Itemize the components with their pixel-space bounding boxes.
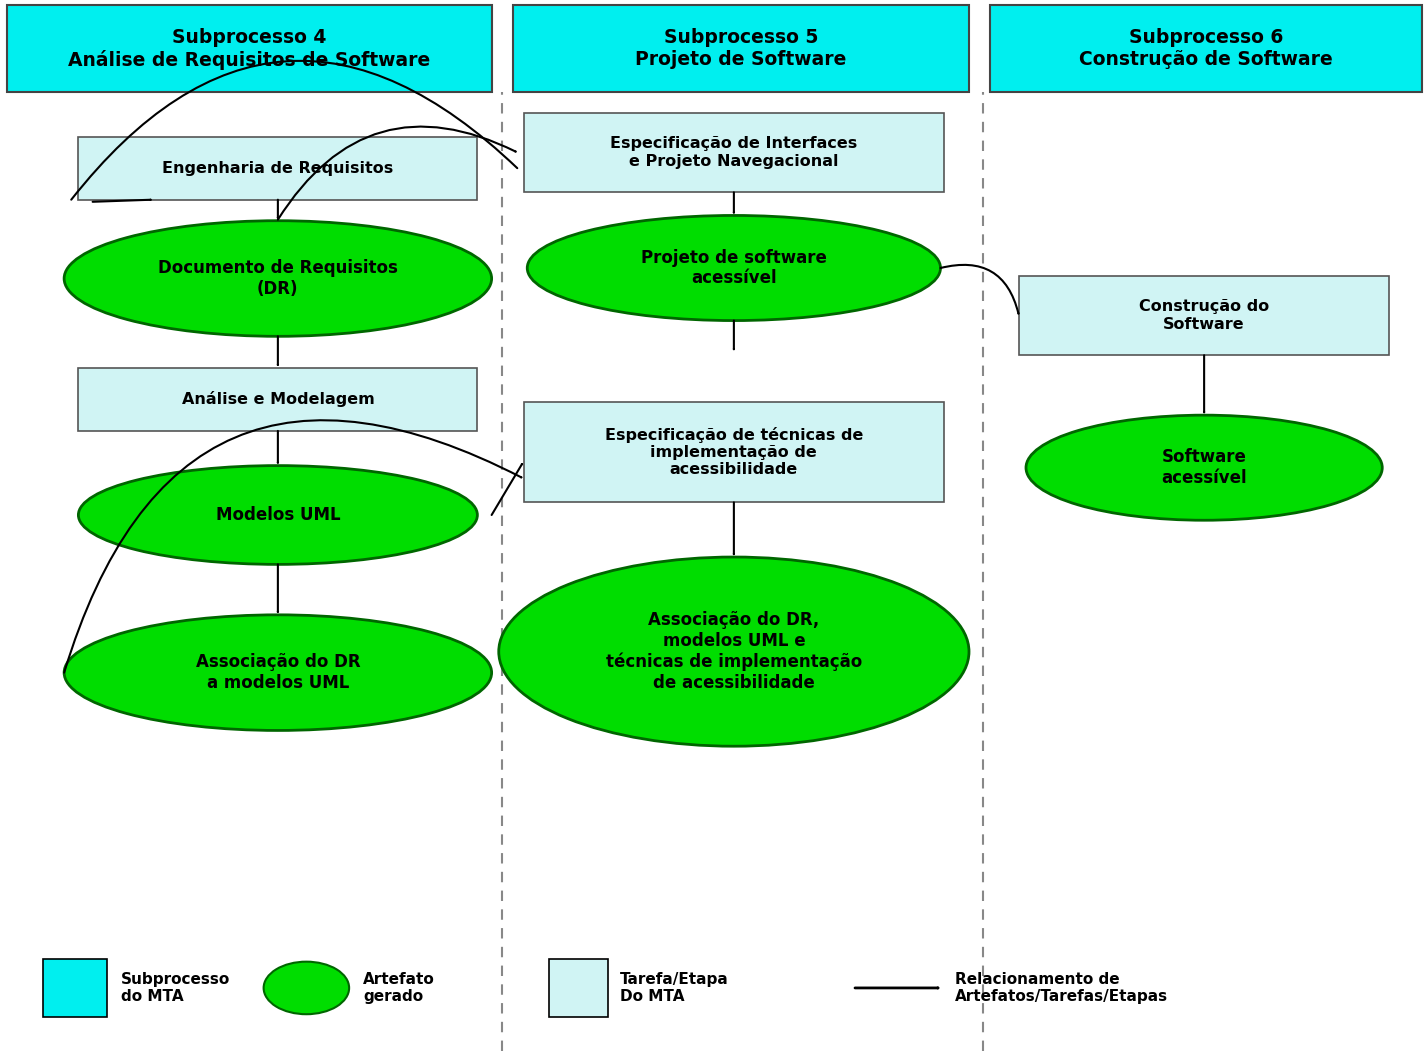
Text: Especificação de Interfaces
e Projeto Navegacional: Especificação de Interfaces e Projeto Na…	[610, 137, 858, 168]
Text: Associação do DR
a modelos UML: Associação do DR a modelos UML	[195, 654, 361, 692]
Text: Engenharia de Requisitos: Engenharia de Requisitos	[162, 161, 393, 176]
FancyBboxPatch shape	[78, 137, 477, 200]
Text: Artefato
gerado: Artefato gerado	[363, 972, 435, 1004]
Text: Tarefa/Etapa
Do MTA: Tarefa/Etapa Do MTA	[620, 972, 728, 1004]
FancyBboxPatch shape	[524, 114, 943, 191]
Text: Projeto de software
acessível: Projeto de software acessível	[641, 249, 826, 287]
FancyBboxPatch shape	[549, 959, 608, 1017]
FancyBboxPatch shape	[990, 5, 1422, 92]
Text: Associação do DR,
modelos UML e
técnicas de implementação
de acessibilidade: Associação do DR, modelos UML e técnicas…	[606, 611, 862, 693]
FancyBboxPatch shape	[1019, 275, 1389, 354]
FancyBboxPatch shape	[7, 5, 492, 92]
Text: Software
acessível: Software acessível	[1161, 449, 1247, 487]
FancyBboxPatch shape	[513, 5, 969, 92]
Ellipse shape	[499, 557, 969, 746]
Text: Modelos UML: Modelos UML	[215, 506, 341, 524]
Text: Subprocesso 5
Projeto de Software: Subprocesso 5 Projeto de Software	[636, 28, 846, 69]
FancyBboxPatch shape	[43, 959, 107, 1017]
Text: Análise e Modelagem: Análise e Modelagem	[181, 391, 375, 408]
Ellipse shape	[78, 466, 477, 564]
Text: Subprocesso 4
Análise de Requisitos de Software: Subprocesso 4 Análise de Requisitos de S…	[68, 27, 430, 70]
Text: Especificação de técnicas de
implementação de
acessibilidade: Especificação de técnicas de implementaç…	[604, 427, 864, 477]
Text: Subprocesso 6
Construção de Software: Subprocesso 6 Construção de Software	[1079, 28, 1334, 69]
Ellipse shape	[264, 962, 349, 1014]
FancyBboxPatch shape	[524, 403, 943, 502]
Ellipse shape	[64, 221, 492, 336]
Ellipse shape	[64, 615, 492, 730]
Text: Documento de Requisitos
(DR): Documento de Requisitos (DR)	[158, 260, 398, 297]
Text: Subprocesso
do MTA: Subprocesso do MTA	[121, 972, 231, 1004]
Text: Relacionamento de
Artefatos/Tarefas/Etapas: Relacionamento de Artefatos/Tarefas/Etap…	[955, 972, 1168, 1004]
FancyBboxPatch shape	[78, 368, 477, 431]
Text: Construção do
Software: Construção do Software	[1139, 300, 1270, 331]
Ellipse shape	[527, 215, 940, 321]
Ellipse shape	[1026, 415, 1382, 520]
